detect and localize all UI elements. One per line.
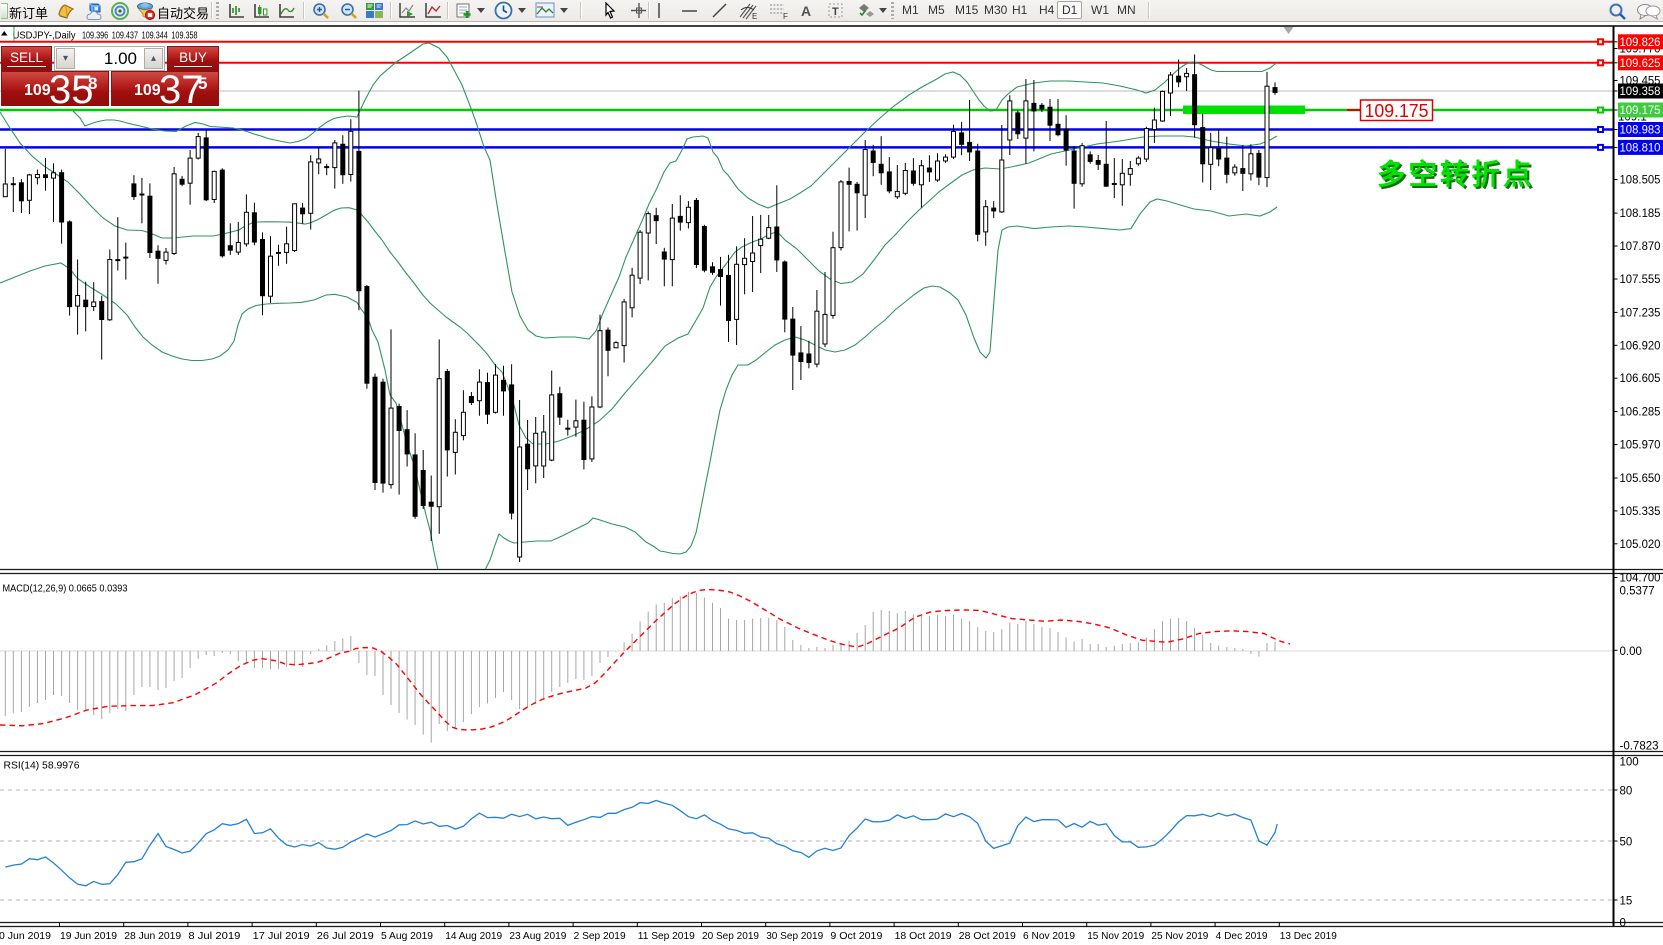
- svg-text:8 Jul 2019: 8 Jul 2019: [188, 930, 240, 942]
- svg-text:109.358: 109.358: [171, 30, 197, 42]
- svg-text:28 Oct 2019: 28 Oct 2019: [959, 930, 1016, 942]
- svg-text:USDJPY-,Daily: USDJPY-,Daily: [13, 30, 77, 42]
- svg-text:109.175: 109.175: [1620, 105, 1661, 117]
- svg-text:0 Jun 2019: 0 Jun 2019: [0, 930, 51, 942]
- svg-text:2 Sep 2019: 2 Sep 2019: [574, 930, 626, 942]
- svg-text:105.335: 105.335: [1620, 506, 1661, 518]
- svg-text:108.505: 108.505: [1620, 175, 1661, 187]
- svg-text:MACD(12,26,9) 0.0665 0.0393: MACD(12,26,9) 0.0665 0.0393: [3, 583, 128, 595]
- svg-text:0.5377: 0.5377: [1620, 586, 1655, 598]
- svg-text:109.396: 109.396: [82, 30, 108, 42]
- svg-text:80: 80: [1620, 786, 1633, 798]
- svg-text:23 Aug 2019: 23 Aug 2019: [509, 930, 566, 942]
- svg-text:多空转折点: 多空转折点: [1379, 160, 1537, 193]
- svg-text:F: F: [783, 12, 788, 21]
- svg-text:108.810: 108.810: [1620, 142, 1661, 154]
- svg-text:6 Nov 2019: 6 Nov 2019: [1023, 930, 1075, 942]
- svg-text:108.983: 108.983: [1620, 125, 1661, 137]
- svg-text:107.235: 107.235: [1620, 307, 1661, 319]
- svg-text:14 Aug 2019: 14 Aug 2019: [445, 930, 502, 942]
- svg-text:107.555: 107.555: [1620, 274, 1661, 286]
- svg-text:13 Dec 2019: 13 Dec 2019: [1280, 930, 1337, 942]
- svg-text:108.185: 108.185: [1620, 208, 1661, 220]
- svg-text:105.650: 105.650: [1620, 473, 1661, 485]
- svg-text:109.358: 109.358: [1620, 86, 1661, 98]
- svg-text:9 Oct 2019: 9 Oct 2019: [830, 930, 882, 942]
- svg-text:多空转折点: 多空转折点: [1377, 158, 1535, 191]
- svg-text:109.344: 109.344: [142, 30, 168, 42]
- svg-text:106.920: 106.920: [1620, 340, 1661, 352]
- svg-text:0.00: 0.00: [1620, 646, 1642, 658]
- svg-text:109.826: 109.826: [1620, 37, 1661, 49]
- svg-text:0: 0: [1620, 918, 1626, 930]
- svg-text:106.285: 106.285: [1620, 407, 1661, 419]
- svg-text:19 Jun 2019: 19 Jun 2019: [60, 930, 117, 942]
- svg-text:18 Oct 2019: 18 Oct 2019: [895, 930, 952, 942]
- svg-text:106.605: 106.605: [1620, 373, 1661, 385]
- svg-text:109.175: 109.175: [1365, 101, 1429, 121]
- svg-text:-0.7823: -0.7823: [1620, 741, 1659, 753]
- svg-text:25 Nov 2019: 25 Nov 2019: [1151, 930, 1208, 942]
- svg-text:11 Sep 2019: 11 Sep 2019: [638, 930, 695, 942]
- svg-text:RSI(14) 58.9976: RSI(14) 58.9976: [4, 760, 80, 772]
- svg-text:26 Jul 2019: 26 Jul 2019: [317, 930, 374, 942]
- svg-text:5 Aug 2019: 5 Aug 2019: [381, 930, 433, 942]
- svg-text:30 Sep 2019: 30 Sep 2019: [766, 930, 823, 942]
- svg-text:109.437: 109.437: [112, 30, 138, 42]
- svg-text:100: 100: [1620, 757, 1639, 769]
- svg-text:4 Dec 2019: 4 Dec 2019: [1216, 930, 1268, 942]
- svg-text:105.970: 105.970: [1620, 440, 1661, 452]
- svg-text:104.700: 104.700: [1620, 573, 1661, 585]
- svg-text:28 Jun 2019: 28 Jun 2019: [124, 930, 181, 942]
- svg-text:107.870: 107.870: [1620, 241, 1661, 253]
- svg-text:T: T: [832, 6, 839, 18]
- svg-text:50: 50: [1620, 837, 1633, 849]
- svg-text:15: 15: [1620, 896, 1633, 908]
- svg-text:109.625: 109.625: [1620, 58, 1661, 70]
- svg-text:15 Nov 2019: 15 Nov 2019: [1087, 930, 1144, 942]
- svg-text:17 Jul 2019: 17 Jul 2019: [253, 930, 310, 942]
- svg-text:E: E: [752, 12, 757, 21]
- svg-text:105.020: 105.020: [1620, 539, 1661, 551]
- svg-text:20 Sep 2019: 20 Sep 2019: [702, 930, 759, 942]
